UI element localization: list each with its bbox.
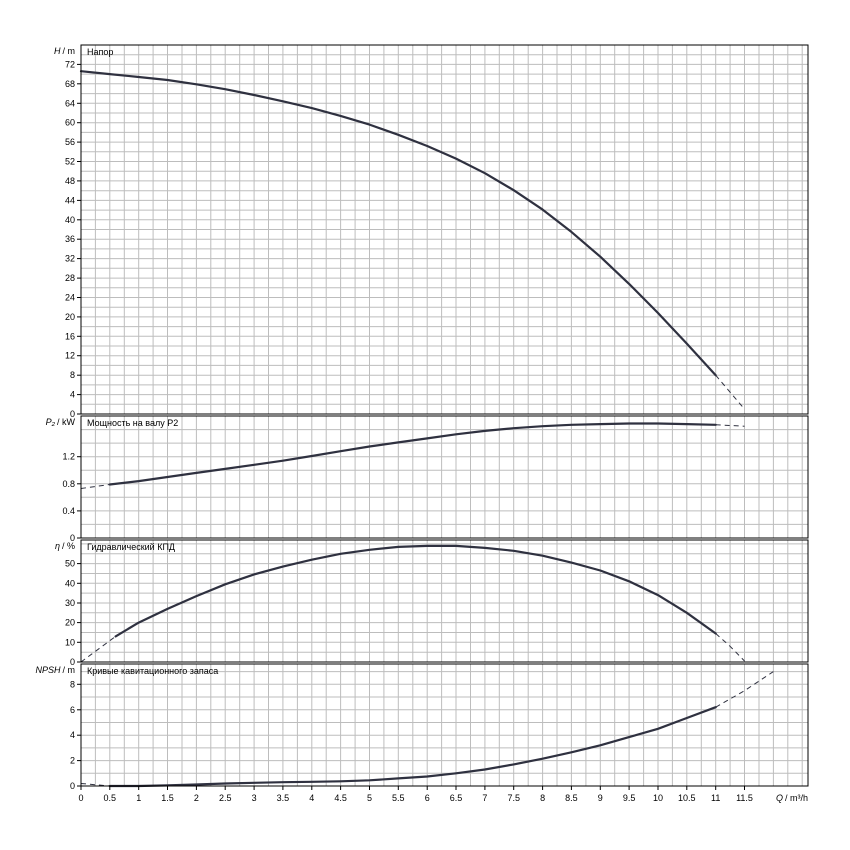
y-tick-label: 28 [65,273,75,283]
y-tick-label: 12 [65,351,75,361]
y-tick-label: 6 [70,705,75,715]
y-tick-label: 10 [65,637,75,647]
y-tick-label: 52 [65,157,75,167]
series-head-dashed-start [715,374,745,410]
series-efficiency-dashed-start [80,635,116,663]
series-npsh-dashed-start [80,783,110,787]
y-tick-label: 8 [70,370,75,380]
y-tick-label: 50 [65,559,75,569]
panel-title-power: Мощность на валу P2 [87,418,178,428]
x-tick-label: 10 [653,793,663,803]
y-axis-symbol: H [54,46,61,56]
x-tick-label: 9 [598,793,603,803]
y-tick-label: 0.4 [62,506,75,516]
y-axis-label-power: P₂ / kW [46,417,76,427]
panel-title-npsh: Кривые кавитационного запаса [87,666,218,676]
x-axis-unit: / m³/h [785,793,808,803]
x-tick-label: 0 [78,793,83,803]
y-axis-unit: / kW [57,417,76,427]
y-tick-label: 16 [65,331,75,341]
y-tick-label: 0 [70,781,75,791]
y-tick-label: 30 [65,598,75,608]
series-power-dashed-end [715,424,745,427]
y-axis-unit: / % [62,541,75,551]
x-tick-label: 5 [367,793,372,803]
y-tick-label: 2 [70,756,75,766]
y-tick-label: 72 [65,59,75,69]
x-tick-label: 5.5 [392,793,405,803]
y-axis-unit: / m [63,665,76,675]
x-tick-label: 3.5 [277,793,290,803]
x-tick-label: 11 [711,793,720,803]
x-tick-label: 6 [425,793,430,803]
y-tick-label: 48 [65,176,75,186]
y-tick-label: 4 [70,390,75,400]
panel-title-efficiency: Гидравлический КПД [87,542,175,552]
x-tick-label: 1.5 [161,793,174,803]
y-tick-label: 44 [65,195,75,205]
series-npsh [108,706,717,788]
series-power [108,422,717,486]
y-tick-label: 32 [65,254,75,264]
panel-frame-npsh [80,663,809,787]
series-efficiency-dashed-end [715,633,745,662]
y-axis-label-head: H / m [54,46,75,56]
x-tick-label: 2 [194,793,199,803]
y-tick-label: 1.2 [62,452,75,462]
x-tick-label: 2.5 [219,793,232,803]
y-tick-label: 24 [65,293,75,303]
x-tick-label: 8 [540,793,545,803]
y-axis-unit: / m [63,46,76,56]
y-tick-label: 0 [70,657,75,667]
panel-frame-head [80,44,809,415]
y-axis-label-npsh: NPSH / m [35,665,75,675]
y-tick-label: 36 [65,234,75,244]
x-tick-label: 0.5 [104,793,117,803]
series-head [79,70,717,377]
panel-title-head: Напор [87,47,113,57]
x-tick-label: 8.5 [565,793,578,803]
y-tick-label: 20 [65,312,75,322]
y-tick-label: 20 [65,618,75,628]
y-tick-label: 0 [70,409,75,419]
y-tick-label: 0.8 [62,479,75,489]
y-axis-symbol: P₂ [46,417,56,427]
x-axis-label: Q / m³/h [776,793,808,803]
x-tick-label: 1 [136,793,141,803]
x-tick-label: 7 [482,793,487,803]
x-tick-label: 4 [309,793,314,803]
y-tick-label: 56 [65,137,75,147]
y-axis-label-efficiency: η / % [55,541,75,551]
y-axis-symbol: NPSH [35,665,61,675]
y-tick-label: 0 [70,533,75,543]
y-tick-label: 8 [70,679,75,689]
x-tick-label: 4.5 [334,793,347,803]
x-tick-label: 11.5 [736,793,753,803]
panel-frame-efficiency [80,539,809,663]
series-npsh-dashed-end [715,671,774,708]
y-tick-label: 4 [70,730,75,740]
x-tick-label: 10.5 [678,793,696,803]
y-tick-label: 60 [65,118,75,128]
y-tick-label: 64 [65,98,75,108]
y-tick-label: 40 [65,578,75,588]
x-axis-symbol: Q [776,793,783,803]
x-tick-label: 3 [252,793,257,803]
x-tick-label: 9.5 [623,793,636,803]
panel-frame-power [80,415,809,539]
series-efficiency [114,544,717,638]
y-axis-symbol: η [55,541,60,551]
series-power-dashed-start [80,484,110,489]
x-tick-label: 6.5 [450,793,463,803]
frame-layer [77,44,809,790]
curve-layer [79,70,774,788]
y-tick-label: 40 [65,215,75,225]
x-tick-label: 7.5 [507,793,520,803]
grid-layer [81,45,808,786]
y-tick-label: 68 [65,79,75,89]
